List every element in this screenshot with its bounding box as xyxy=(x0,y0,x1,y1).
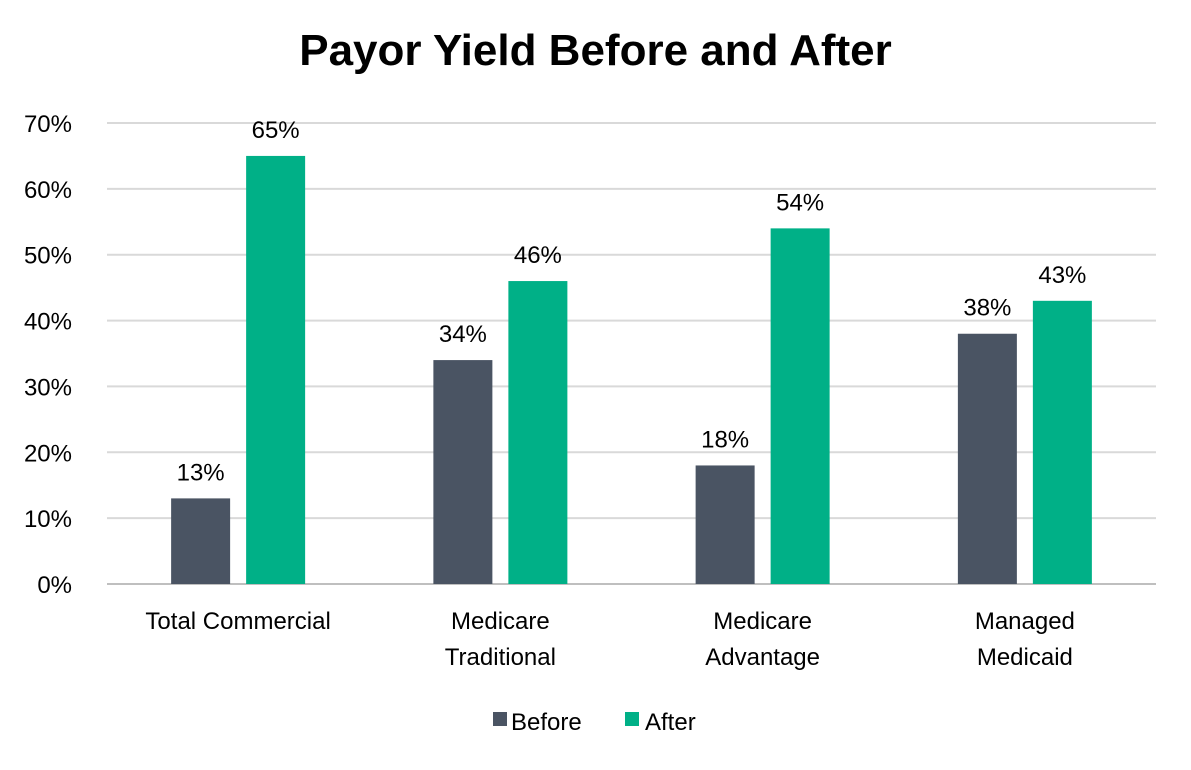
y-tick-label: 0% xyxy=(37,572,72,599)
data-label: 13% xyxy=(177,459,225,486)
data-labels: 13% 65% 34% 46% 18% 54% 38% 43% xyxy=(177,117,1087,486)
legend: Before After xyxy=(493,709,696,736)
bar-before-1 xyxy=(433,360,493,584)
y-tick-label: 50% xyxy=(24,243,72,270)
chart-title: Payor Yield Before and After xyxy=(299,26,892,75)
y-tick-label: 30% xyxy=(24,374,72,401)
legend-label-before: Before xyxy=(511,709,582,736)
category-label: Medicare xyxy=(713,608,812,635)
category-label: Total Commercial xyxy=(145,608,330,635)
category-label: Medicaid xyxy=(977,644,1073,671)
bar-after-1 xyxy=(508,281,568,584)
data-label: 18% xyxy=(701,426,749,453)
bar-before-0 xyxy=(171,498,231,584)
y-tick-label: 40% xyxy=(24,309,72,336)
category-label: Traditional xyxy=(445,644,556,671)
y-tick-label: 20% xyxy=(24,440,72,467)
data-label: 65% xyxy=(252,117,300,144)
bar-before-2 xyxy=(695,465,755,584)
data-label: 43% xyxy=(1038,262,1086,289)
category-label: Managed xyxy=(975,608,1075,635)
legend-swatch-after xyxy=(625,712,639,726)
category-labels: Total Commercial Medicare Traditional Medic… xyxy=(145,608,1074,671)
bars xyxy=(171,155,1092,584)
legend-swatch-before xyxy=(493,712,507,726)
data-label: 46% xyxy=(514,242,562,269)
y-tick-label: 70% xyxy=(24,111,72,138)
bar-after-0 xyxy=(246,155,306,584)
bar-after-3 xyxy=(1032,300,1092,584)
data-label: 54% xyxy=(776,189,824,216)
data-label: 38% xyxy=(963,295,1011,322)
y-tick-label: 10% xyxy=(24,506,72,533)
category-label: Advantage xyxy=(705,644,820,671)
y-axis-ticks: 0% 10% 20% 30% 40% 50% 60% 70% xyxy=(24,111,72,599)
bar-after-2 xyxy=(770,228,830,584)
data-label: 34% xyxy=(439,321,487,348)
bar-before-3 xyxy=(957,333,1017,584)
category-label: Medicare xyxy=(451,608,550,635)
legend-label-after: After xyxy=(645,709,696,736)
y-tick-label: 60% xyxy=(24,177,72,204)
